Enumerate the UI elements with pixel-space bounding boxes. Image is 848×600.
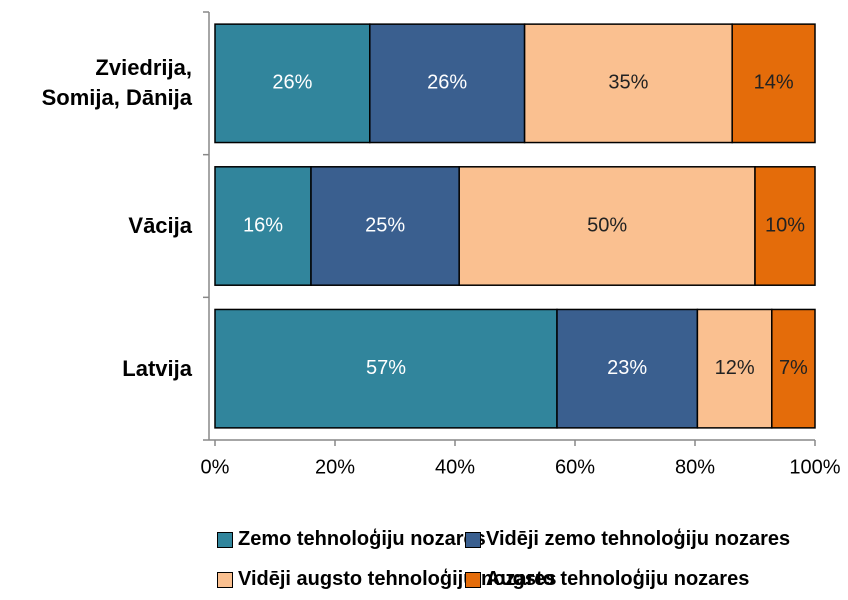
x-tick-label: 80% [675,456,715,478]
data-label: 26% [427,72,467,94]
x-tick-label: 100% [789,456,840,478]
category-label: Latvija [122,355,192,381]
legend-swatch [465,531,481,548]
legend-item: Vidēji zemo tehnoloģiju nozares [465,528,790,551]
legend-item: Zemo tehnoloģiju nozares [217,528,486,551]
legend-label: Augsto tehnoloģiju nozares [486,568,750,590]
legend-item: Augsto tehnoloģiju nozares [465,568,749,591]
data-label: 12% [715,357,755,379]
legend-swatch [217,531,233,548]
x-tick-label: 0% [201,456,230,478]
data-label: 26% [272,72,312,94]
data-label: 7% [779,357,808,379]
data-label: 14% [754,72,794,94]
data-label: 50% [587,214,627,236]
bar-segment [696,308,773,429]
x-tick-label: 20% [315,456,355,478]
category-label: Vācija [128,213,192,238]
data-label: 16% [243,214,283,236]
bar-segment [523,23,733,144]
bar-segment [556,308,699,429]
data-label: 25% [365,214,405,236]
bar-segment [458,166,756,286]
data-label: 23% [607,357,647,379]
legend-label: Vidēji zemo tehnoloģiju nozares [486,528,791,550]
legend-swatch [465,571,481,588]
data-label: 10% [765,214,805,236]
legend-swatch [217,571,233,588]
x-tick-label: 40% [435,456,475,478]
bar-segment [214,308,558,429]
data-label: 35% [608,72,648,94]
x-tick-label: 60% [555,456,595,478]
bar-segment [310,166,460,286]
bar-segment [771,308,816,429]
bar-segment [369,23,526,144]
bar-segment [754,166,816,286]
legend-label: Zemo tehnoloģiju nozares [238,528,486,550]
category-label: Zviedrija, Somija, Dānija [41,55,192,111]
data-label: 57% [366,357,406,379]
bar-segment [214,23,371,144]
bar-segment [731,23,816,144]
